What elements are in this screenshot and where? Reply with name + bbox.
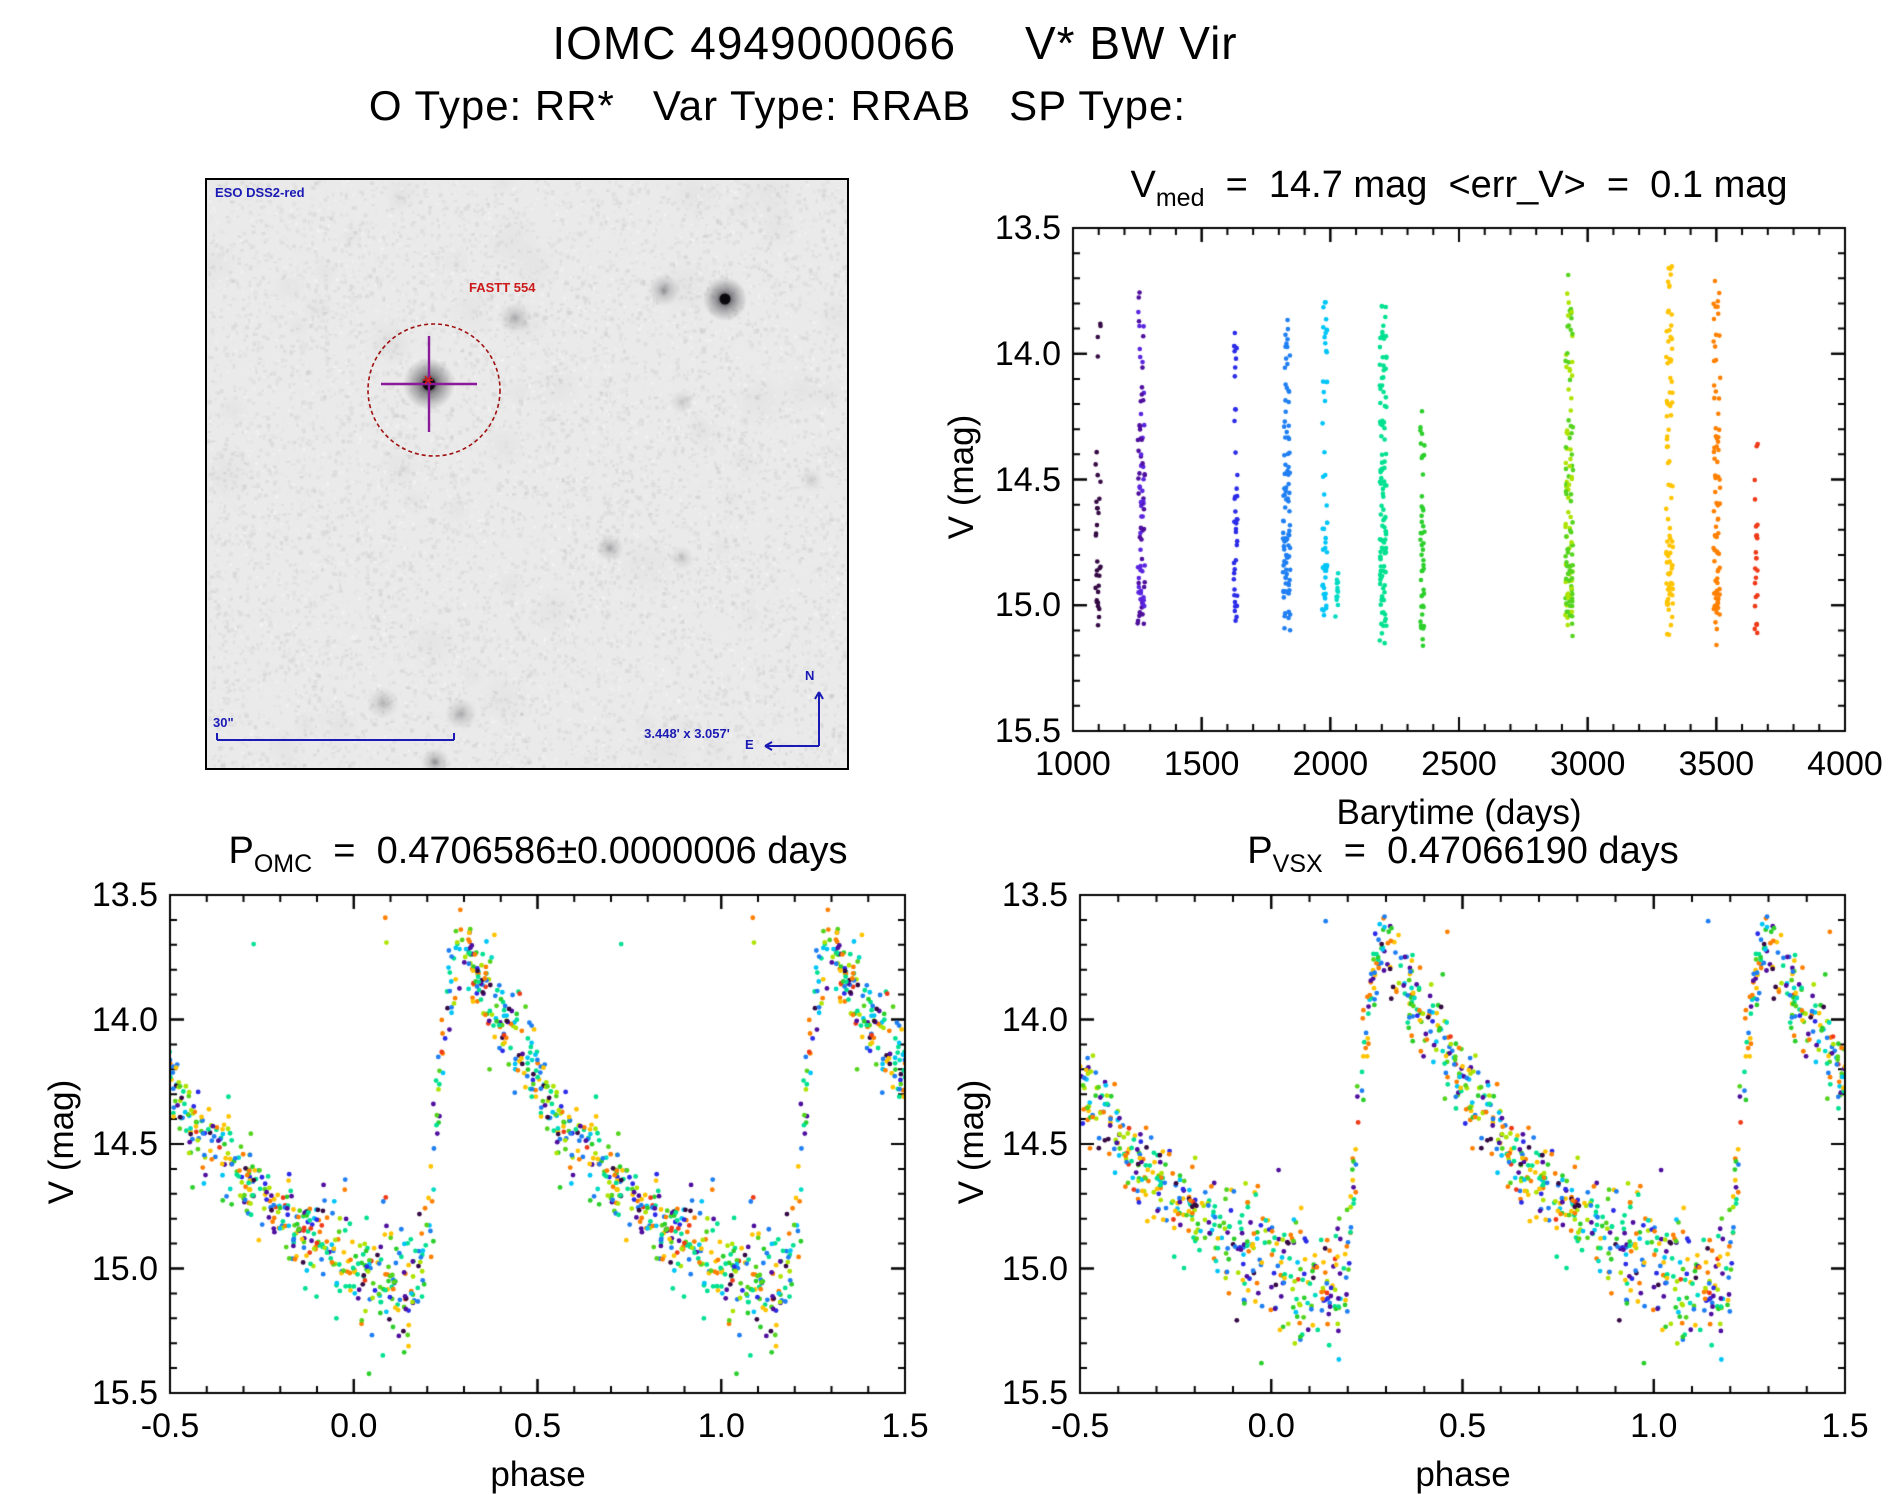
barytime-plot-canvas <box>900 150 1889 850</box>
x-tick-label: 0.5 <box>1438 1407 1487 1445</box>
x-tick-label: 4000 <box>1807 745 1883 783</box>
fov-label: 3.448' x 3.057' <box>644 726 730 741</box>
x-tick-label: -0.5 <box>1050 1407 1110 1445</box>
y-tick-label: 15.5 <box>994 712 1061 750</box>
phase-plot-vsx: PVSX = 0.47066190 days V (mag) phase -0.… <box>930 820 1889 1494</box>
y-tick-label: 15.0 <box>994 586 1061 625</box>
x-tick-label: 1.0 <box>1630 1407 1678 1445</box>
y-tick-label: 15.5 <box>91 1374 158 1412</box>
y-tick-label: 14.0 <box>1001 1000 1068 1039</box>
star-id-label: FASTT 554 <box>469 280 536 295</box>
y-tick-label: 14.5 <box>91 1125 158 1163</box>
phase-vsx-plot-title: PVSX = 0.47066190 days <box>1247 830 1679 878</box>
finder-overlay <box>216 323 824 751</box>
target-asterisk-icon <box>423 375 433 385</box>
y-tick-label: 15.0 <box>91 1249 158 1288</box>
phase-omc-plot-title: POMC = 0.4706586±0.0000006 days <box>228 830 848 878</box>
phase-plot-omc: POMC = 0.4706586±0.0000006 days V (mag) … <box>20 820 940 1494</box>
scale-label: 30" <box>213 715 234 730</box>
page-title: IOMC 4949000066 V* BW Vir <box>552 17 1238 69</box>
barytime-lightcurve-plot: Vmed = 14.7 mag <err_V> = 0.1 mag V (mag… <box>900 150 1889 850</box>
y-tick-label: 13.5 <box>994 209 1061 247</box>
x-tick-label: 2500 <box>1421 745 1497 783</box>
finder-sky-image <box>207 180 847 768</box>
y-tick-label: 13.5 <box>1001 876 1068 914</box>
compass-east-label: E <box>745 737 754 752</box>
x-tick-label: 1000 <box>1035 745 1111 783</box>
phase-omc-x-axis-label: phase <box>490 1455 586 1494</box>
y-tick-label: 14.5 <box>1001 1125 1068 1163</box>
barytime-plot-title: Vmed = 14.7 mag <err_V> = 0.1 mag <box>1130 164 1788 212</box>
compass-north-label: N <box>805 668 815 683</box>
x-tick-label: 0.5 <box>513 1407 562 1445</box>
compass-icon <box>764 691 824 751</box>
y-tick-label: 13.5 <box>91 876 158 914</box>
x-tick-label: 1500 <box>1163 745 1240 783</box>
x-tick-label: 1.5 <box>1821 1407 1869 1445</box>
x-tick-label: 3500 <box>1678 745 1755 783</box>
scale-bar <box>216 733 455 741</box>
y-tick-label: 14.0 <box>91 1000 158 1039</box>
page-subtitle: O Type: RR* Var Type: RRAB SP Type: <box>368 82 1187 129</box>
x-tick-label: -0.5 <box>140 1407 200 1445</box>
phase-vsx-plot-canvas <box>930 820 1889 1494</box>
y-tick-label: 14.5 <box>994 460 1061 499</box>
y-tick-label: 15.5 <box>1001 1374 1068 1412</box>
x-tick-label: 0.0 <box>330 1407 378 1445</box>
y-tick-label: 14.0 <box>994 334 1061 373</box>
finder-chart: ESO DSS2-red FASTT 554 30" 3.448' x 3.05… <box>205 178 849 770</box>
x-tick-label: 0.0 <box>1247 1407 1295 1445</box>
survey-label: ESO DSS2-red <box>215 185 305 200</box>
photometric-aperture-circle <box>367 323 501 457</box>
phase-omc-plot-canvas <box>20 820 940 1494</box>
target-crosshair-icon <box>381 336 477 432</box>
x-tick-label: 1.0 <box>697 1407 745 1445</box>
x-tick-label: 1.5 <box>881 1407 929 1445</box>
x-tick-label: 3000 <box>1549 745 1626 783</box>
phase-vsx-x-axis-label: phase <box>1415 1455 1511 1494</box>
y-tick-label: 15.0 <box>1001 1249 1068 1288</box>
x-tick-label: 2000 <box>1292 745 1369 783</box>
